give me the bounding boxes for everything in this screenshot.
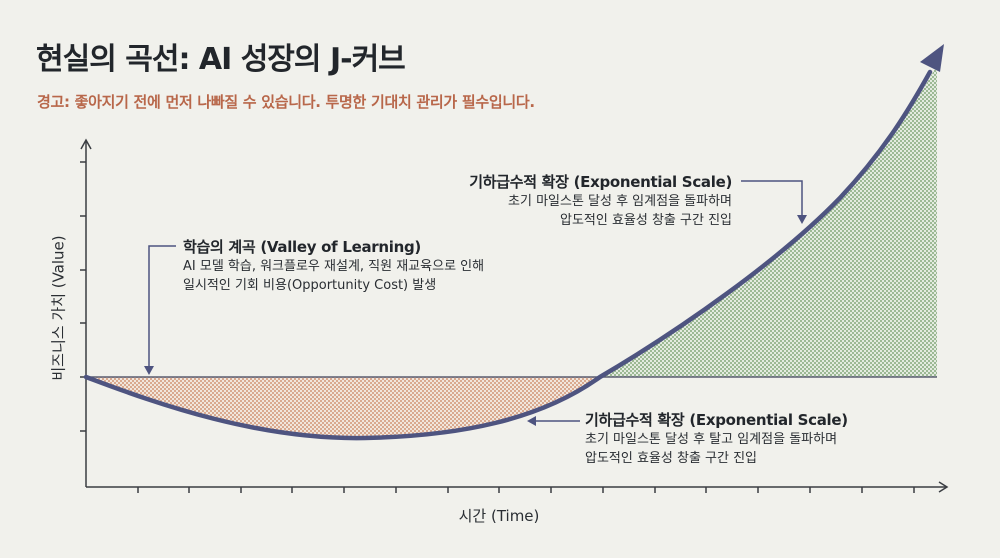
exp-top-desc-line1: 초기 마일스톤 달성 후 임계점을 돌파하며: [508, 194, 732, 209]
valley-loss-area: [86, 377, 600, 439]
valley-arrowhead-icon: [144, 366, 154, 375]
valley-desc-line1: AI 모델 학습, 워크플로우 재설계, 직원 재교육으로 인해: [183, 259, 485, 274]
exp-top-heading: 기하급수적 확장 (Exponential Scale): [469, 173, 732, 191]
y-axis: [80, 138, 92, 487]
j-curve-line: [83, 69, 933, 441]
exp-bottom-desc-line1: 초기 마일스톤 달성 후 탈고 임계점을 돌파하며: [585, 432, 838, 447]
exp-bottom-arrowhead-icon: [527, 416, 536, 426]
exp-top-arrowhead-icon: [797, 215, 807, 224]
y-axis-label: 비즈니스 가치 (Value): [49, 235, 68, 381]
valley-leader-arrow: [148, 245, 176, 368]
x-axis-label: 시간 (Time): [458, 507, 540, 525]
exp-bottom-heading: 기하급수적 확장 (Exponential Scale): [585, 411, 848, 429]
exp-top-desc-line2: 압도적인 효율성 창출 구간 진입: [559, 213, 732, 228]
page-title: 현실의 곡선: AI 성장의 J-커브: [36, 42, 406, 77]
valley-heading: 학습의 계곡 (Valley of Learning): [183, 238, 421, 256]
exp-top-annotation: 기하급수적 확장 (Exponential Scale) 초기 마일스톤 달성 …: [469, 171, 732, 230]
warning-subtitle: 경고: 좋아지기 전에 먼저 나빠질 수 있습니다. 투명한 기대치 관리가 필…: [37, 93, 535, 111]
exp-top-leader-arrow: [741, 180, 803, 217]
exp-bottom-annotation: 기하급수적 확장 (Exponential Scale) 초기 마일스톤 달성 …: [585, 409, 848, 468]
exponential-gain-area: [600, 65, 937, 377]
x-axis: [86, 481, 949, 493]
curve-arrowhead-icon: [920, 44, 944, 72]
valley-annotation: 학습의 계곡 (Valley of Learning) AI 모델 학습, 워크…: [183, 236, 484, 295]
exp-bottom-desc-line2: 압도적인 효율성 창출 구간 진입: [585, 451, 758, 466]
valley-desc-line2: 일시적인 기회 비용(Opportunity Cost) 발생: [183, 278, 437, 293]
